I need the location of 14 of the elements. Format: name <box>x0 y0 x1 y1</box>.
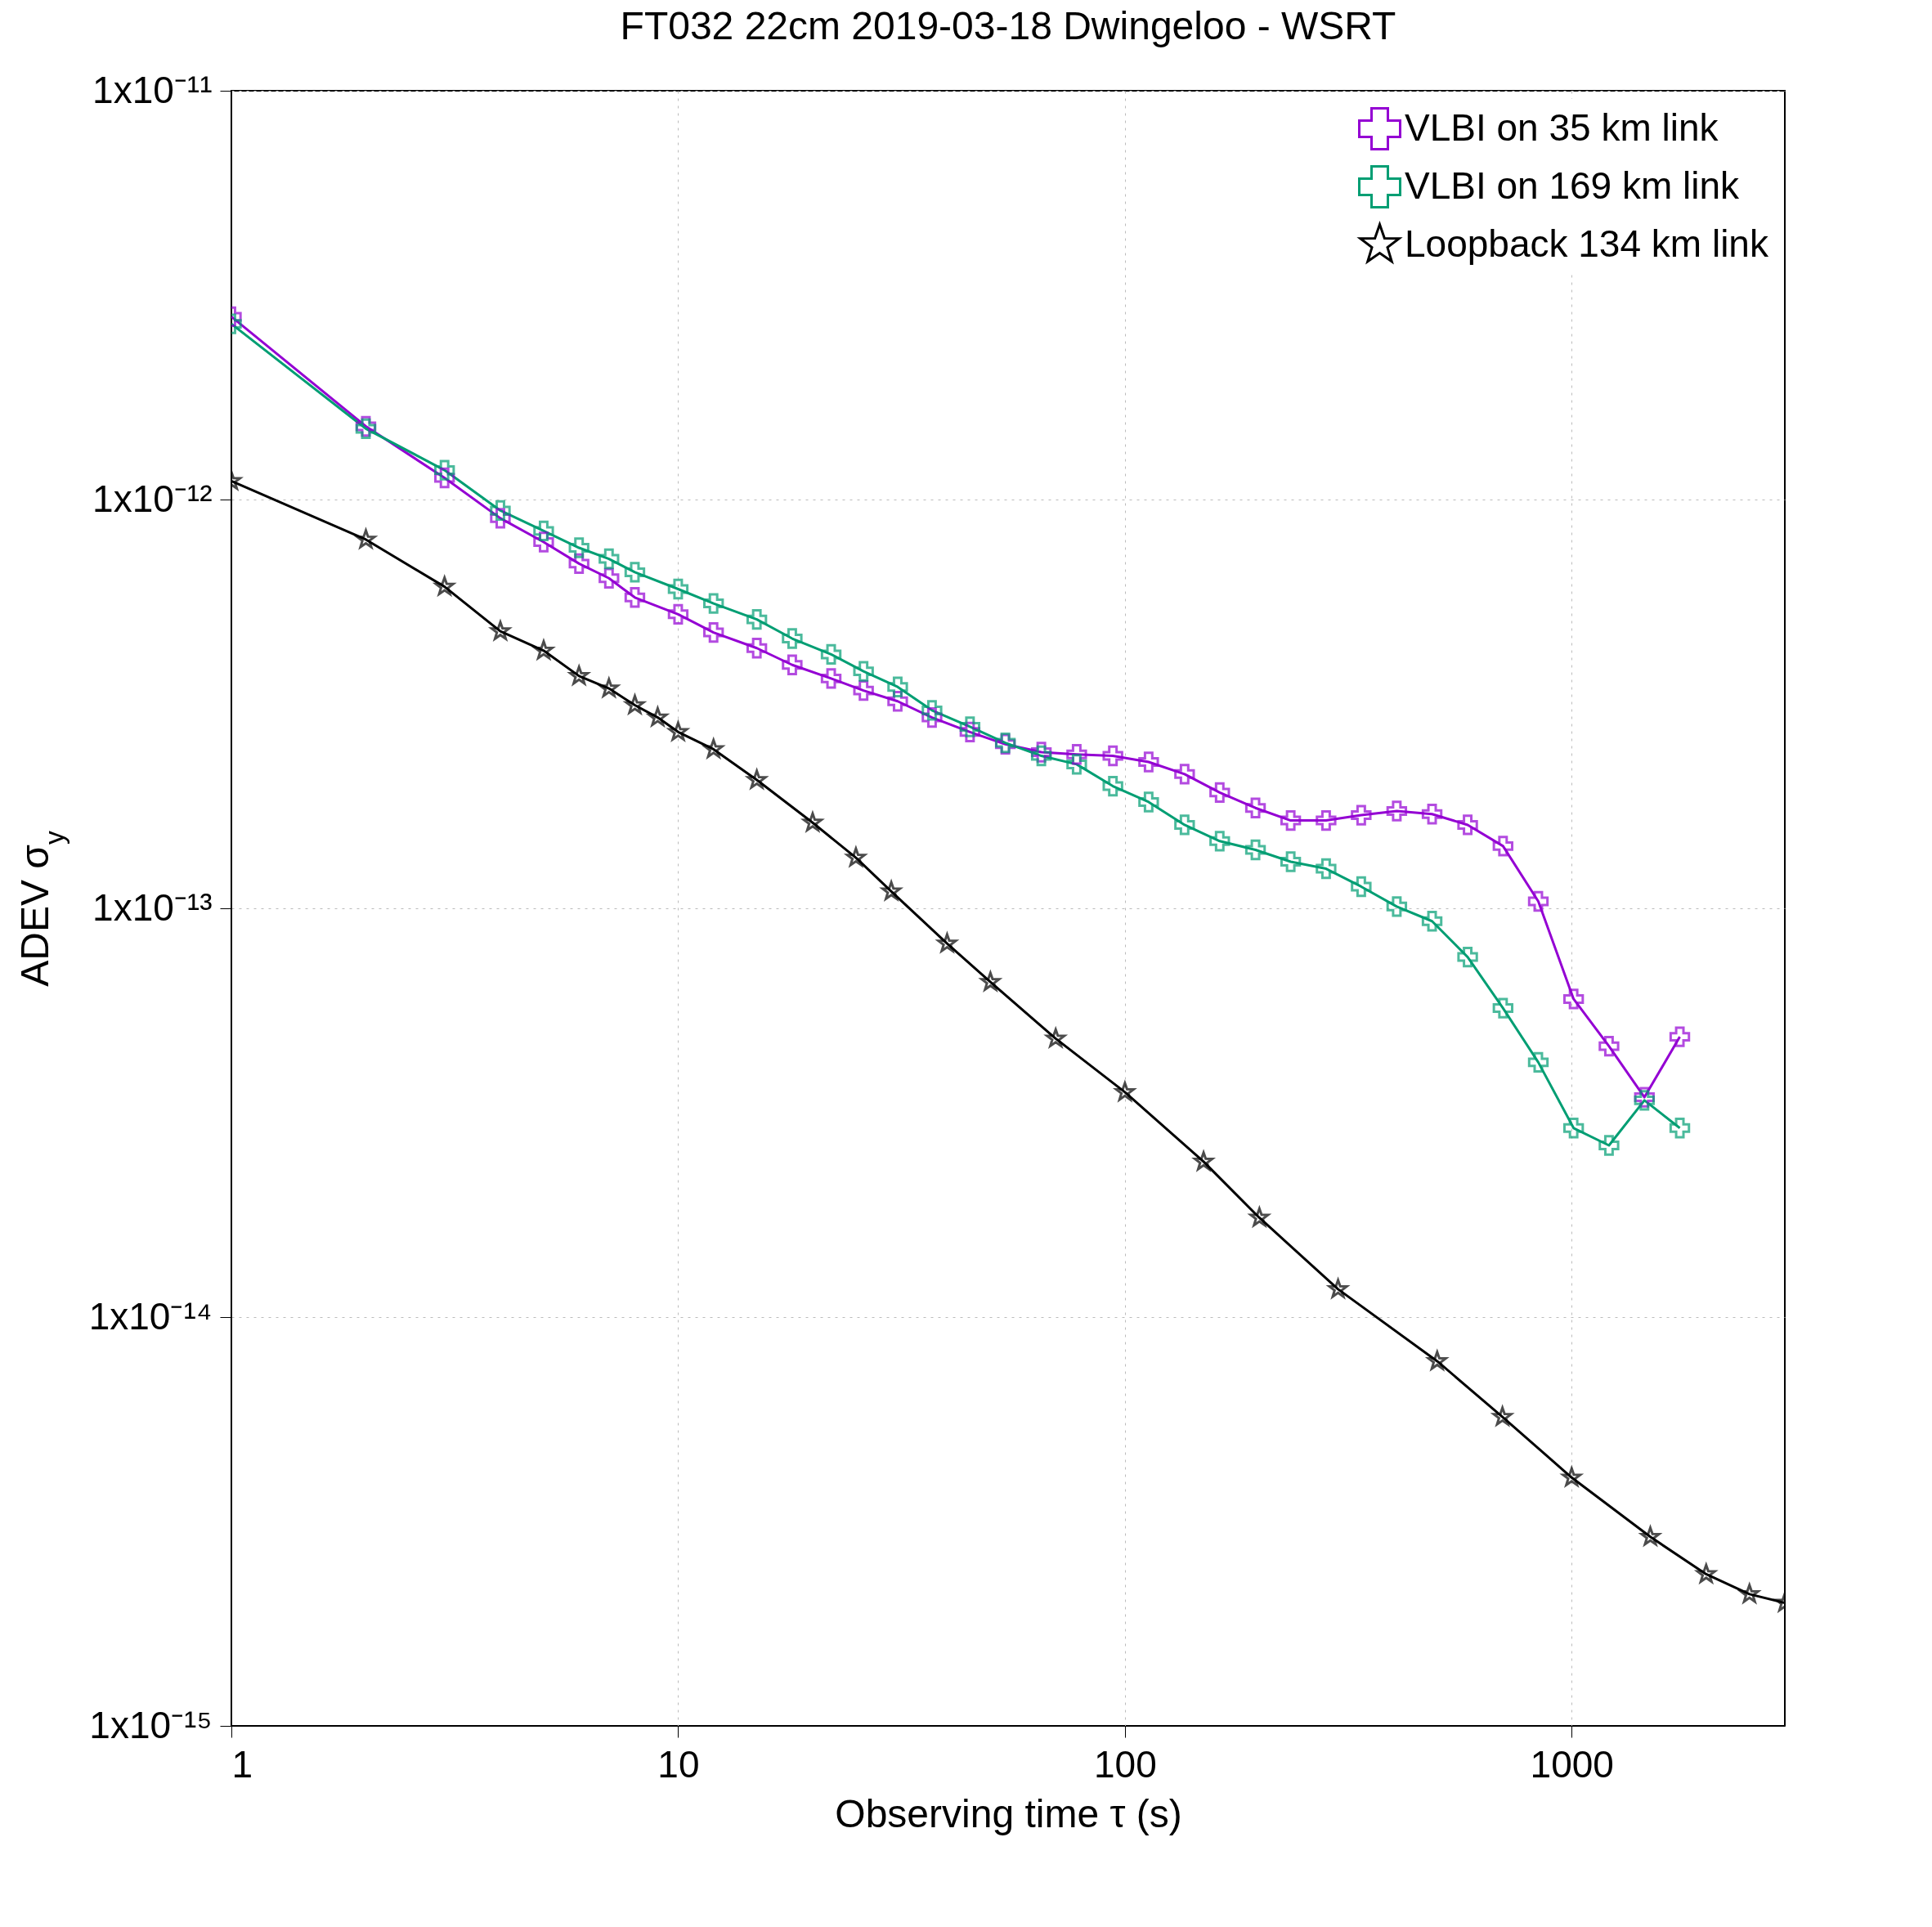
legend-label: Loopback 134 km link <box>1405 222 1769 265</box>
x-tick-label: 1 <box>231 1742 253 1786</box>
legend-label: VLBI on 35 km link <box>1405 105 1719 149</box>
x-axis-title: Observing time τ (s) <box>835 1791 1182 1835</box>
y-tick-label: 1x10⁻¹⁵ <box>89 1703 213 1746</box>
y-tick-label: 1x10⁻¹³ <box>92 885 213 929</box>
chart-title: FT032 22cm 2019-03-18 Dwingeloo - WSRT <box>620 4 1396 47</box>
y-tick-label: 1x10⁻¹² <box>92 477 213 520</box>
legend-label: VLBI on 169 km link <box>1405 164 1741 207</box>
x-tick-label: 10 <box>657 1742 700 1786</box>
y-tick-label: 1x10⁻¹¹ <box>92 68 213 111</box>
x-tick-label: 100 <box>1093 1742 1157 1786</box>
y-tick-label: 1x10⁻¹⁴ <box>88 1294 213 1338</box>
x-tick-label: 1000 <box>1530 1742 1614 1786</box>
